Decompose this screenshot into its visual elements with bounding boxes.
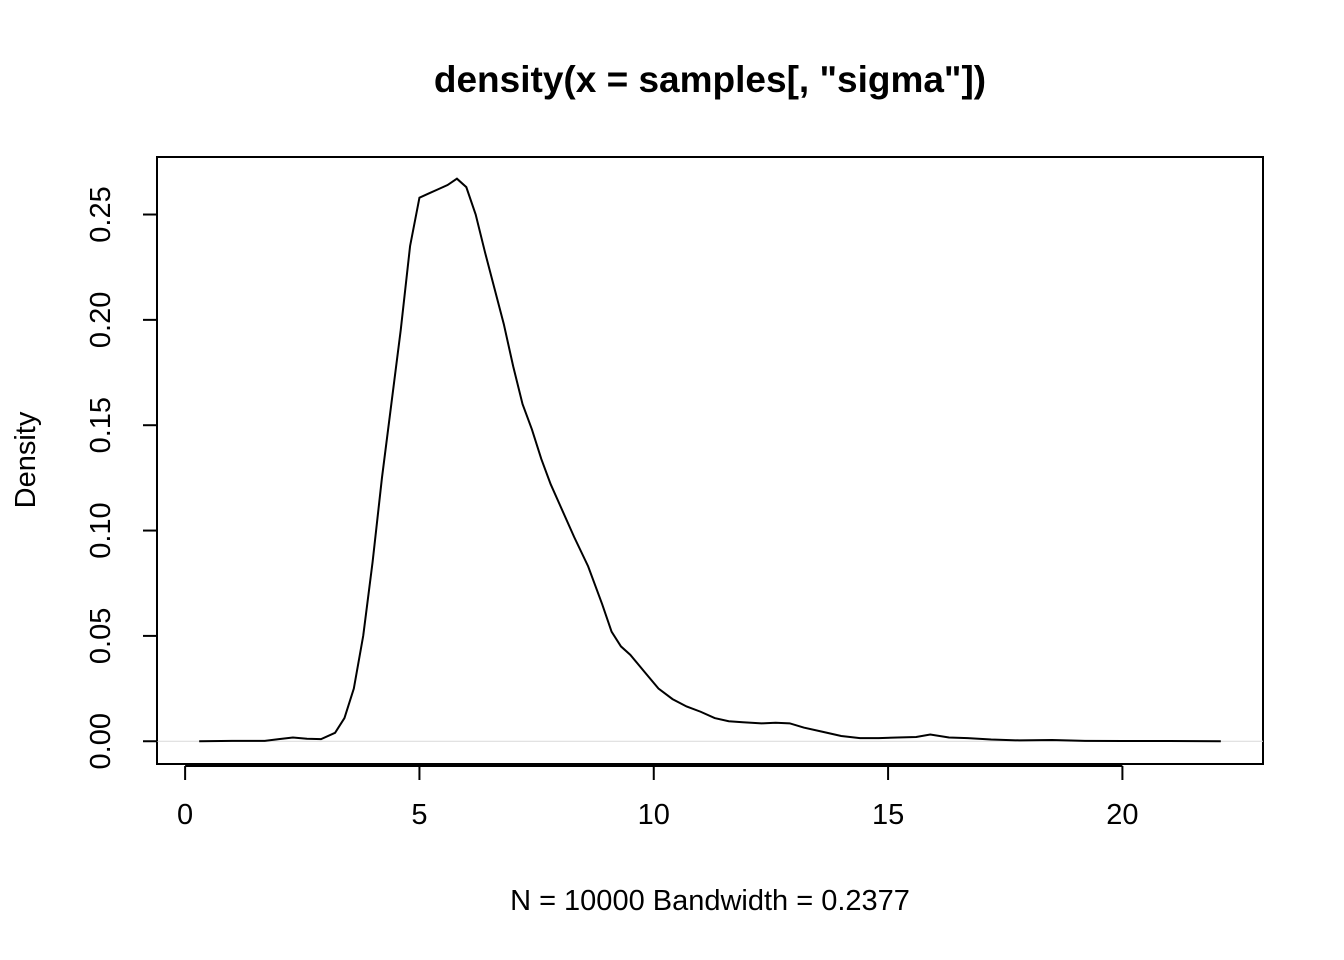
y-tick-label: 0.20 [85,292,117,348]
y-tick-label: 0.05 [85,608,117,664]
x-tick-label: 20 [1106,799,1138,831]
chart-title: density(x = samples[, "sigma"]) [434,59,986,100]
x-tick-label: 15 [872,799,904,831]
x-tick-label: 10 [638,799,670,831]
x-axis-label: N = 10000 Bandwidth = 0.2377 [510,885,910,917]
y-tick-label: 0.00 [85,713,117,769]
y-tick-label: 0.10 [85,502,117,558]
y-tick-label: 0.15 [85,397,117,453]
x-tick-label: 0 [177,799,193,831]
y-tick-label: 0.25 [85,186,117,242]
plot-area-frame [156,156,1264,765]
x-axis: 0 5 10 15 20 [177,765,1139,831]
y-axis-label: Density [10,411,42,508]
density-curve-0 [199,177,1221,743]
y-axis: 0.00 0.05 0.10 0.15 0.20 0.25 [85,186,158,769]
density-curve-group [199,177,1221,743]
x-tick-label: 5 [411,799,427,831]
